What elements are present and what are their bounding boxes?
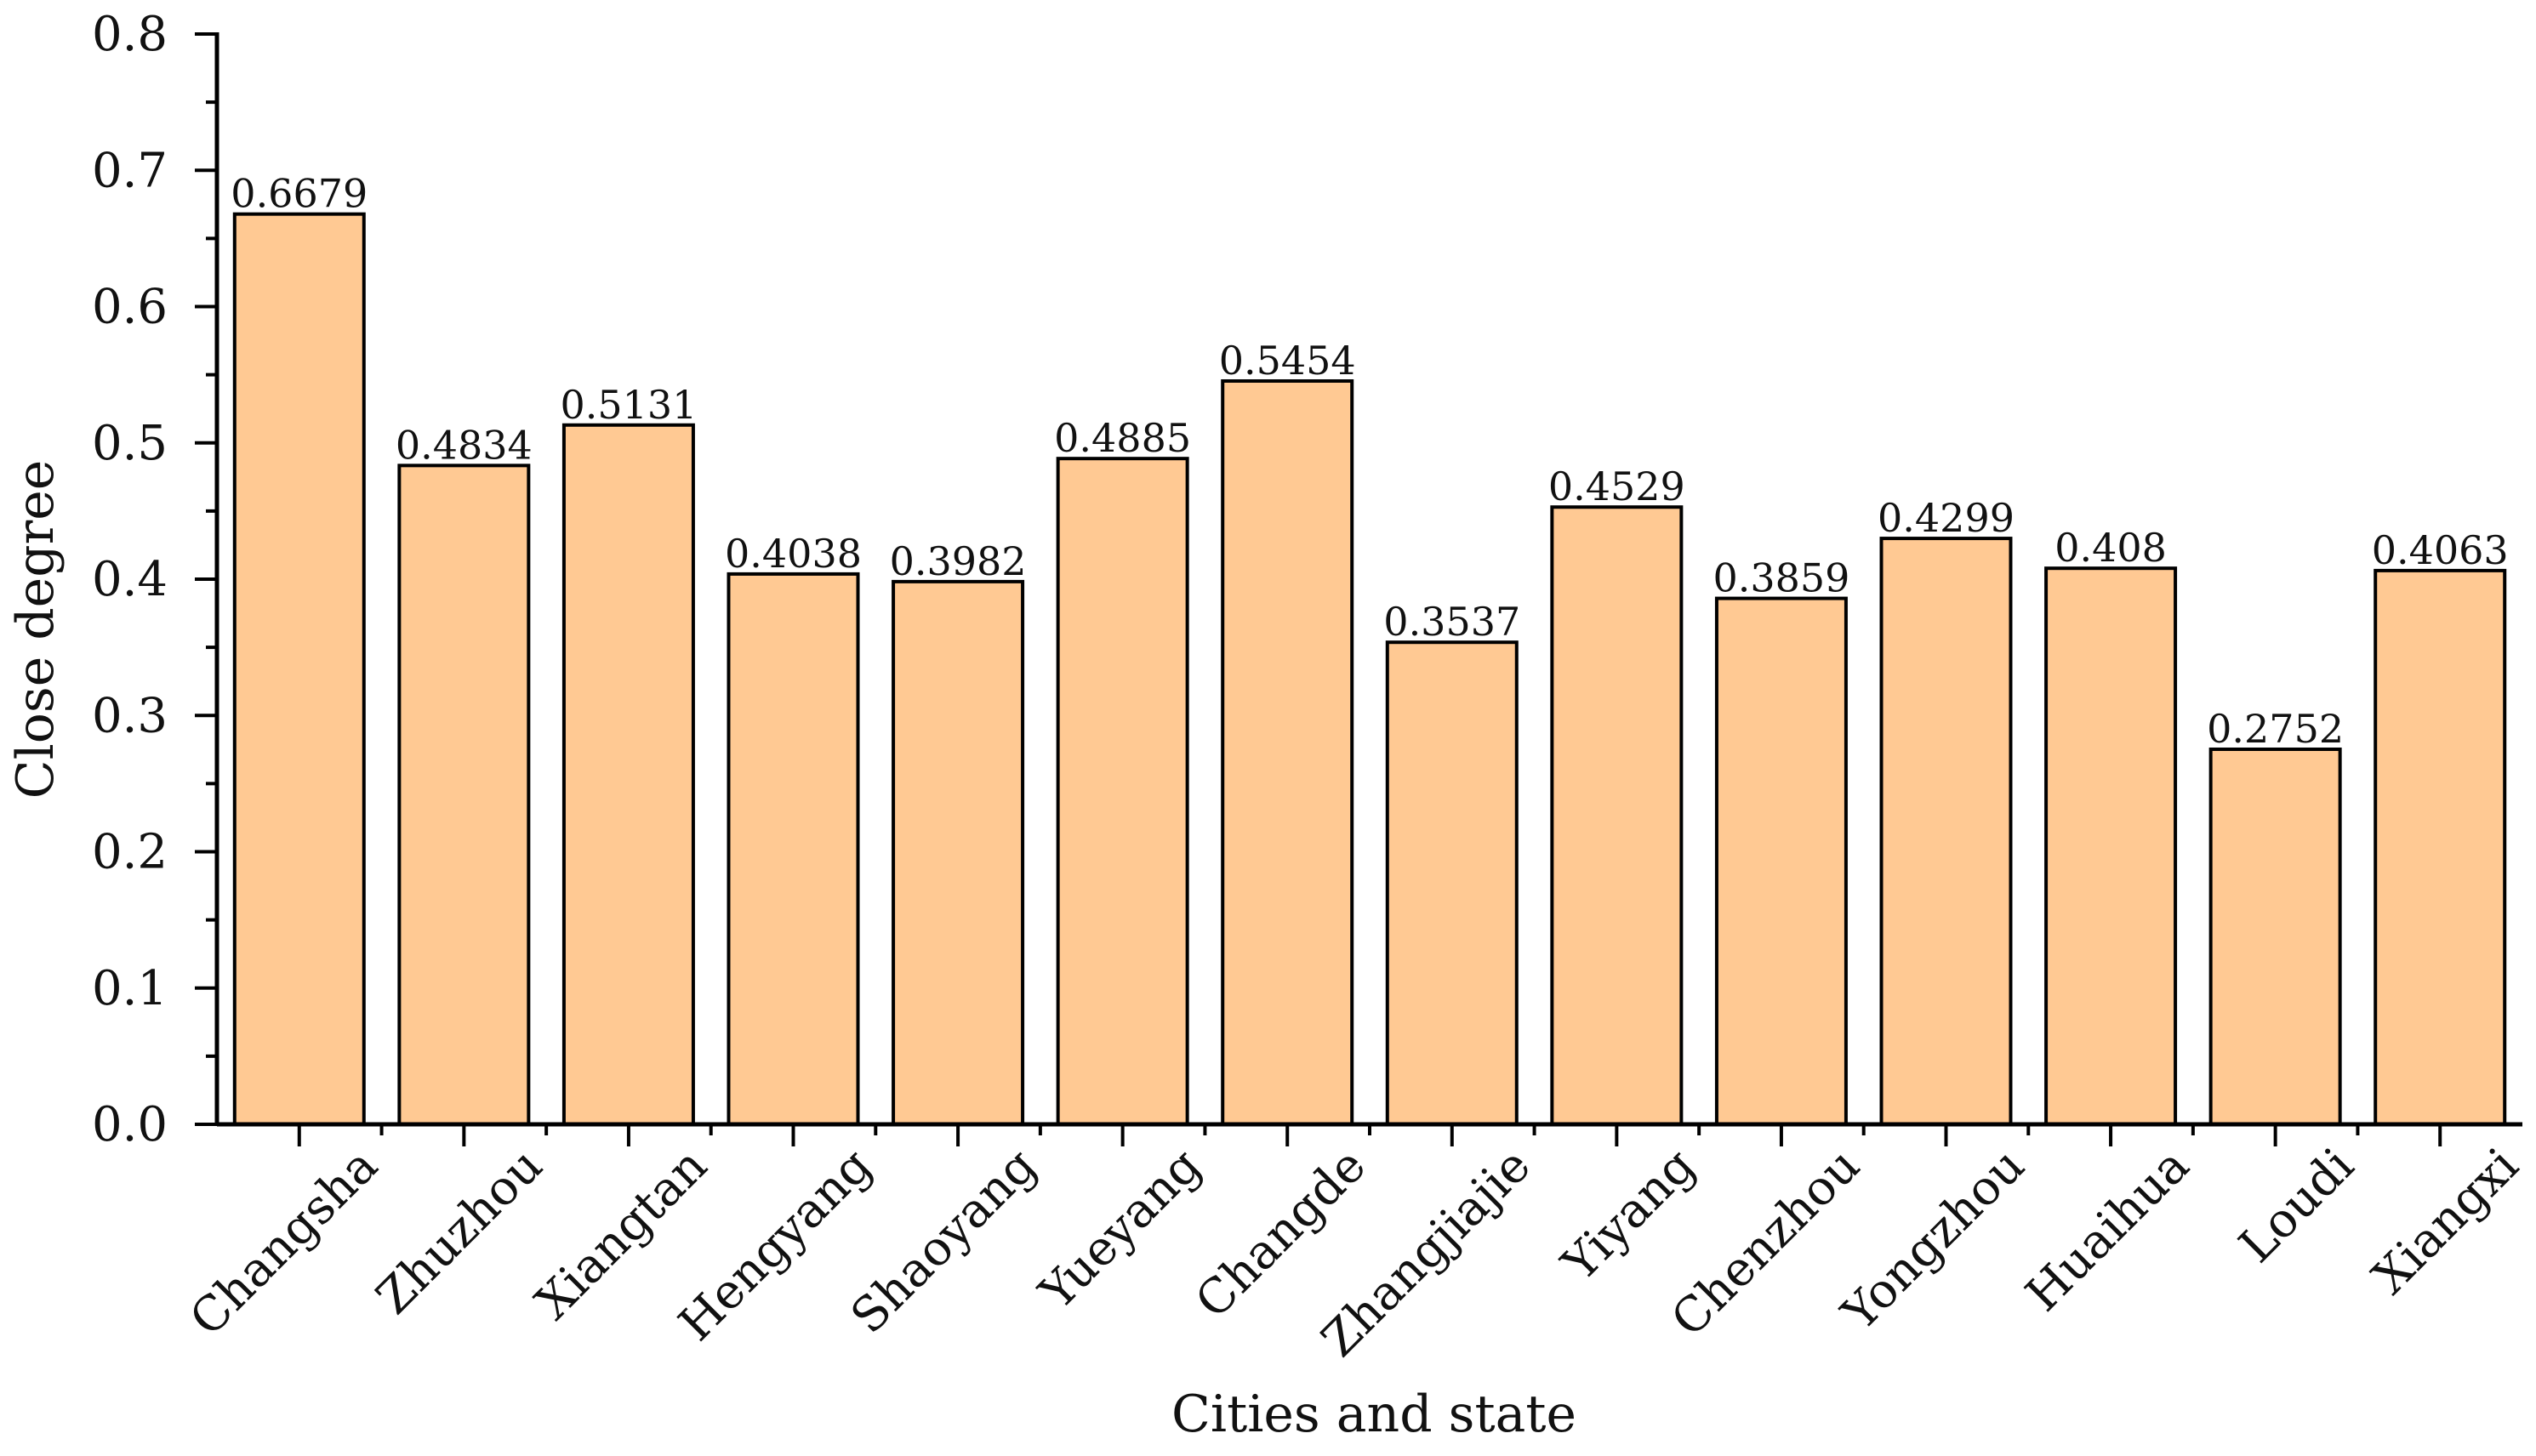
y-axis-title: Close degree (6, 460, 66, 799)
bar-changde (1221, 378, 1354, 1126)
y-tick-label: 0.7 (92, 143, 168, 198)
value-label-zhangjiajie: 0.3537 (1383, 599, 1520, 645)
value-label-yueyang: 0.4885 (1054, 415, 1191, 461)
value-label-huaihua: 0.408 (2054, 525, 2167, 571)
y-tick-label: 0.3 (92, 688, 168, 743)
value-label-yongzhou: 0.4299 (1878, 495, 2015, 541)
value-label-hengyang: 0.4038 (725, 531, 862, 577)
value-label-loudi: 0.2752 (2207, 706, 2344, 752)
y-tick-label: 0.6 (92, 280, 168, 335)
bar-xiangtan (561, 423, 695, 1126)
value-labels-group: 0.6679 0.4834 0.5131 0.4038 0.3982 0.4885 0.54… (231, 171, 2508, 752)
value-label-changde: 0.5454 (1219, 338, 1356, 384)
bar-yueyang (1056, 457, 1189, 1126)
y-tick-label: 0.1 (92, 961, 168, 1016)
bar-huaihua (2044, 566, 2178, 1126)
bar-shaoyang (892, 579, 1025, 1126)
y-ticks-group: 0.0 0.1 0.2 0.3 0.4 0.5 0.6 0.7 0.8 (92, 7, 217, 1152)
bars-group (232, 212, 2507, 1126)
y-tick-label: 0.8 (92, 7, 168, 62)
category-label-huaihua: Huaihua (2015, 1138, 2200, 1322)
y-tick-label: 0.0 (92, 1097, 168, 1152)
bar-xiangxi (2374, 568, 2507, 1126)
category-label-xiangxi: Xiangxi (2362, 1138, 2529, 1305)
y-tick-label: 0.5 (92, 416, 168, 471)
category-label-yueyang: Yueyang (1029, 1138, 1211, 1321)
category-label-yiyang: Yiyang (1552, 1138, 1707, 1293)
value-label-xiangtan: 0.5131 (560, 382, 697, 428)
bar-chenzhou (1714, 596, 1848, 1126)
bar-yiyang (1550, 505, 1684, 1126)
bar-yongzhou (1879, 537, 2013, 1126)
y-tick-label: 0.2 (92, 825, 168, 880)
value-label-shaoyang: 0.3982 (890, 538, 1027, 584)
category-label-zhuzhou: Zhuzhou (366, 1138, 553, 1325)
value-label-xiangxi: 0.4063 (2372, 527, 2509, 573)
category-label-loudi: Loudi (2229, 1138, 2365, 1274)
bar-zhuzhou (397, 464, 531, 1126)
bar-loudi (2208, 747, 2342, 1126)
value-label-zhuzhou: 0.4834 (396, 422, 533, 468)
value-label-changsha: 0.6679 (231, 171, 368, 217)
x-axis-title: Cities and state (1171, 1385, 1576, 1444)
value-label-yiyang: 0.4529 (1548, 464, 1685, 509)
y-tick-label: 0.4 (92, 552, 168, 607)
value-label-chenzhou: 0.3859 (1713, 555, 1849, 601)
bar-hengyang (727, 572, 860, 1126)
bar-zhangjiajie (1385, 640, 1519, 1126)
category-label-changsha: Changsha (180, 1138, 389, 1347)
x-ticks-group: ChangshaZhuzhouXiangtanHengyangShaoyangY… (180, 1124, 2529, 1368)
bar-changsha (232, 212, 366, 1126)
